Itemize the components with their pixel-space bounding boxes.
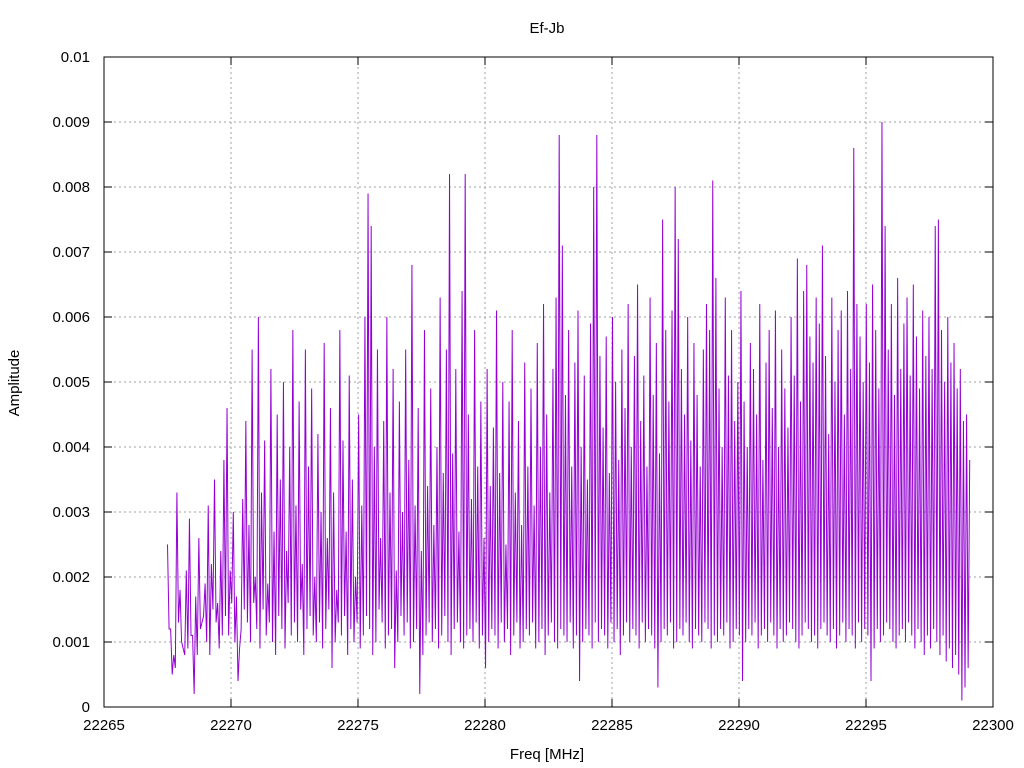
x-tick-label: 22275 bbox=[337, 717, 379, 734]
y-tick-label: 0.008 bbox=[52, 179, 90, 196]
x-tick-label: 22285 bbox=[591, 717, 633, 734]
y-tick-label: 0.004 bbox=[52, 439, 90, 456]
y-tick-label: 0.001 bbox=[52, 634, 90, 651]
x-tick-label: 22265 bbox=[83, 717, 125, 734]
ticks: 22265 22270 22275 22280 22285 22290 22295 22300… bbox=[52, 49, 1013, 734]
y-tick-label: 0.006 bbox=[52, 309, 90, 326]
chart-title: Ef-Jb bbox=[529, 20, 564, 37]
y-tick-label: 0.002 bbox=[52, 569, 90, 586]
y-tick-label: 0.005 bbox=[52, 374, 90, 391]
x-tick-label: 22290 bbox=[718, 717, 760, 734]
y-tick-label: 0.009 bbox=[52, 114, 90, 131]
y-tick-label: 0.007 bbox=[52, 244, 90, 261]
x-tick-label: 22280 bbox=[464, 717, 506, 734]
series-layer bbox=[167, 121, 971, 701]
series-line bbox=[167, 121, 971, 701]
x-tick-label: 22295 bbox=[845, 717, 887, 734]
x-axis-label: Freq [MHz] bbox=[510, 746, 584, 763]
y-tick-label: 0 bbox=[82, 699, 90, 716]
x-tick-label: 22270 bbox=[210, 717, 252, 734]
y-axis-label: Amplitude bbox=[6, 350, 23, 417]
x-tick-label: 22300 bbox=[972, 717, 1014, 734]
y-tick-label: 0.003 bbox=[52, 504, 90, 521]
y-tick-label: 0.01 bbox=[61, 49, 90, 66]
